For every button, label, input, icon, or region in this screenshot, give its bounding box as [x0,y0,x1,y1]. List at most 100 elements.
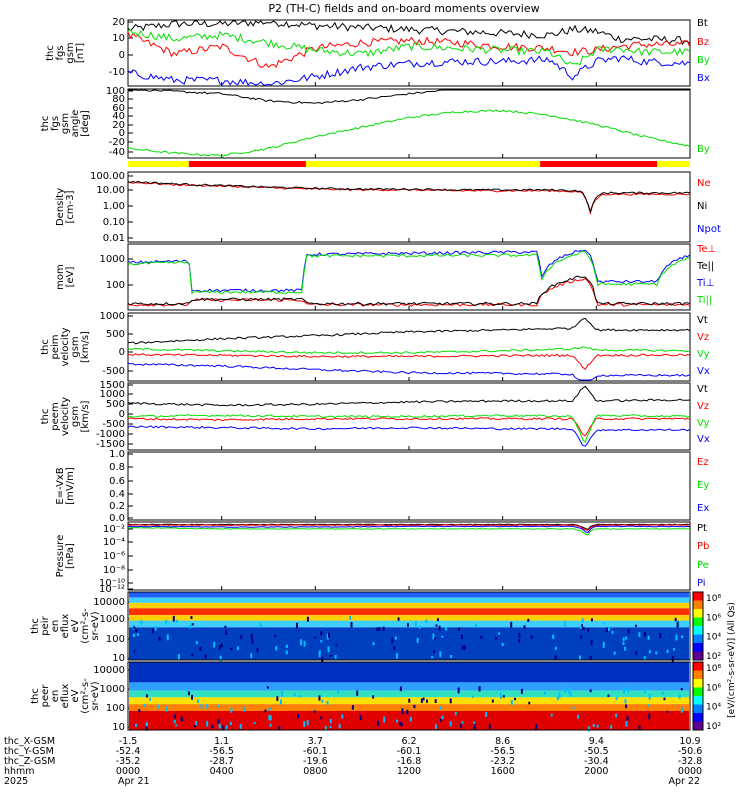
electron-spectrogram-speckle [197,699,200,704]
panel-6-legend-Vt: Vt [697,384,708,395]
ion-spectrogram-speckle [230,647,233,651]
ion-spectrogram-speckle [673,647,676,651]
panel-3-tick-label: 1.00 [103,201,125,212]
colorbar-swatch [693,609,703,618]
electron-spectrogram-speckle [324,725,327,731]
panel-5-ylabel: gsm [70,336,81,357]
ion-spectrogram-band [129,608,689,616]
electron-spectrogram-speckle [409,716,412,722]
electron-spectrogram-speckle [520,688,523,694]
panel-9-ylabel: en [50,620,61,633]
plot-title: P2 (TH-C) fields and on-board moments ov… [268,2,539,15]
mode-bar-segment [188,161,306,167]
ion-spectrogram-speckle [327,646,330,653]
footer-value: -56.5 [490,746,515,757]
electron-spectrogram-speckle [647,704,650,707]
electron-spectrogram-speckle [321,699,324,703]
panel-5-ylabel: peim [50,334,61,359]
colorbar-swatch [693,662,703,671]
panel-3-ylabel: Density [55,188,66,226]
colorbar-tick-label: 10² [706,722,721,732]
series-Pb-panel-8 [127,524,691,531]
panel-10-tick-label: 100 [106,703,125,714]
ion-spectrogram-speckle [671,655,674,662]
panel-3-tick-label: 100.00 [90,171,125,182]
ion-spectrogram-speckle [624,646,627,651]
ion-spectrogram-speckle [191,623,194,626]
panel-10-ylabel: sr-eV) [90,681,101,710]
ion-spectrogram-speckle [190,615,193,619]
footer-value: -1.5 [119,736,138,747]
electron-spectrogram-speckle [488,724,491,729]
panel-6-ylabel: thc [40,409,51,425]
footer-value: -56.5 [209,746,234,757]
panel-6-tick-label: 1500 [100,380,125,391]
ion-spectrogram-speckle [463,645,466,650]
footer-value: 8.6 [495,736,510,747]
ion-spectrogram-speckle [199,646,202,651]
ion-spectrogram-speckle [300,639,303,646]
ion-spectrogram-speckle [318,651,321,658]
electron-spectrogram-speckle [337,689,340,694]
ion-spectrogram-speckle [306,616,309,622]
electron-spectrogram-speckle [408,698,411,703]
ion-spectrogram-speckle [518,632,521,638]
electron-spectrogram-speckle [587,726,590,732]
ion-spectrogram-speckle [250,633,253,639]
electron-spectrogram-speckle [596,724,599,728]
electron-spectrogram-speckle [678,694,681,699]
ion-spectrogram-speckle [296,622,299,629]
colorbar-tick-label: 10⁸ [706,594,721,604]
electron-spectrogram-band [129,682,689,691]
ion-spectrogram-speckle [250,653,253,659]
ion-spectrogram-speckle [602,641,605,648]
electron-spectrogram-speckle [615,697,618,701]
panel-8-tick-label: 10⁻⁴ [103,537,125,548]
panel-4-legend-Te||: Te|| [696,261,714,272]
ion-spectrogram-speckle [580,635,583,640]
panel-1-legend-Bz: Bz [697,37,709,48]
colorbar-swatch [693,679,703,688]
electron-spectrogram-speckle [149,698,152,701]
ion-spectrogram-speckle [605,627,608,633]
series-Pt-panel-8 [127,523,691,530]
electron-spectrogram-speckle [425,699,428,703]
ion-spectrogram-speckle [494,637,497,640]
ion-spectrogram-band [129,620,689,628]
ion-spectrogram-speckle [438,625,441,631]
ion-spectrogram-speckle [475,623,478,628]
panel-2-ylabel: gsm [60,113,71,134]
series-Vx-panel-6 [127,425,691,447]
mode-bar [128,161,690,167]
ion-spectrogram-speckle [135,628,138,633]
ion-spectrogram-speckle [133,649,136,653]
electron-spectrogram-speckle [400,722,403,727]
colorbar-swatch [693,687,703,697]
colorbar-tick-label: 10² [706,652,721,662]
electron-spectrogram-speckle [313,710,316,713]
panel-2-tick-label: 20 [112,120,125,131]
footer-value: Apr 22 [668,776,700,787]
electron-spectrogram-speckle [473,721,476,724]
electron-spectrogram-speckle [661,691,664,695]
series-Ne-panel-3 [127,181,691,216]
mode-bar-segment [540,161,658,167]
panel-2-tick-label: -20 [109,137,125,148]
ion-spectrogram-speckle [318,650,321,654]
footer-value: -30.4 [584,756,609,767]
electron-spectrogram-speckle [217,718,220,724]
panel-1-ylabel: [nT] [75,43,86,63]
panel-7-tick-label: 1.0 [109,449,125,460]
electron-spectrogram-speckle [610,724,613,729]
ion-spectrogram-speckle [625,636,628,640]
electron-spectrogram-speckle [276,696,279,701]
ion-spectrogram-speckle [189,624,192,629]
footer-value: 3.7 [308,736,323,747]
electron-spectrogram-speckle [156,704,159,709]
ion-spectrogram-speckle [643,632,646,637]
footer-value: 0800 [303,766,327,777]
ion-spectrogram-speckle [659,633,662,639]
electron-spectrogram-speckle [420,698,423,703]
